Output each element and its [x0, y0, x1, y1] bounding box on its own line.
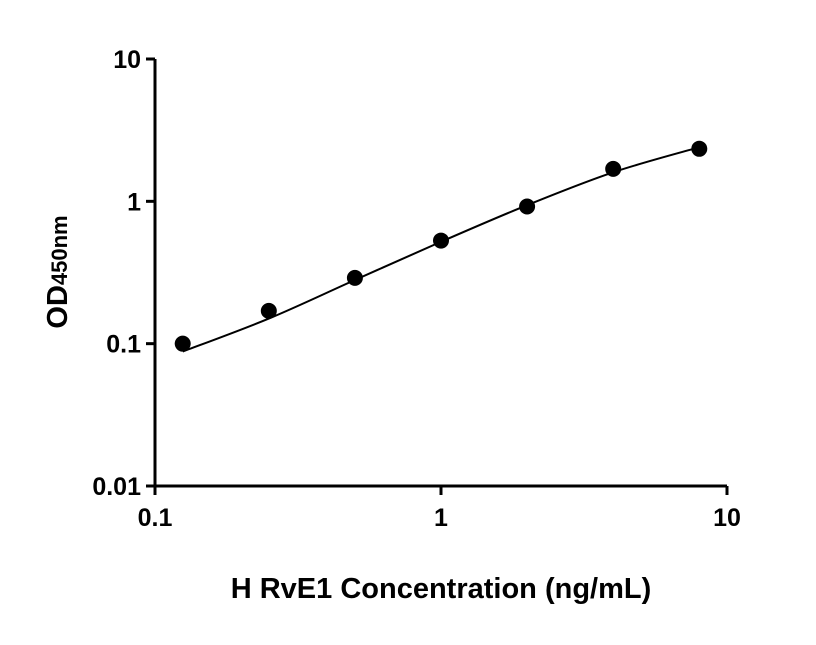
x-tick-label: 0.1	[138, 504, 173, 532]
data-point	[519, 198, 536, 215]
data-point	[346, 269, 363, 286]
data-point	[691, 140, 708, 157]
data-points	[174, 140, 708, 352]
data-point	[174, 335, 191, 352]
fit-curve	[182, 146, 700, 353]
y-axis-label-subscript: 450nm	[47, 215, 72, 285]
x-tick-label: 10	[713, 504, 741, 532]
y-tick-label: 1	[127, 188, 141, 216]
y-tick-label: 10	[113, 46, 141, 74]
y-tick-label: 0.1	[106, 331, 141, 359]
axes: 0.01 0.1 1 10 0.1 1 10	[92, 46, 741, 532]
x-tick-label: 1	[434, 504, 448, 532]
y-axis-label: OD450nm	[42, 215, 74, 328]
data-point	[260, 302, 277, 319]
data-point	[605, 160, 622, 177]
x-axis-label: H RvE1 Concentration (ng/mL)	[231, 573, 652, 605]
y-tick-label: 0.01	[92, 473, 141, 501]
y-axis-label-main: OD	[42, 285, 74, 329]
data-point	[433, 232, 449, 249]
